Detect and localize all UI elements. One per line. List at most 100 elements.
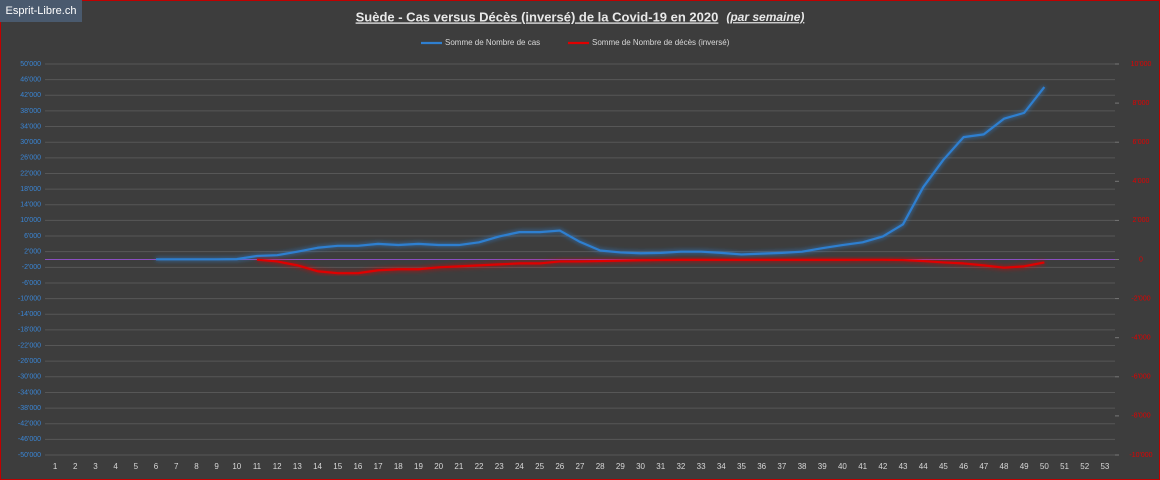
x-tick-label: 51 — [1060, 462, 1069, 471]
x-tick-label: 37 — [777, 462, 786, 471]
x-tick-label: 41 — [858, 462, 867, 471]
x-tick-label: 49 — [1020, 462, 1029, 471]
y-tick-label: -34'000 — [18, 389, 41, 396]
y-tick-label: 26'000 — [20, 155, 41, 162]
y-tick-label: 50'000 — [20, 61, 41, 68]
y-tick-label: -10'000 — [18, 295, 41, 302]
x-tick-label: 15 — [333, 462, 342, 471]
x-tick-label: 40 — [838, 462, 847, 471]
x-tick-label: 10 — [232, 462, 241, 471]
x-tick-label: 33 — [697, 462, 706, 471]
x-tick-label: 5 — [134, 462, 139, 471]
x-tick-label: 43 — [899, 462, 908, 471]
x-tick-label: 25 — [535, 462, 544, 471]
x-tick-label: 19 — [414, 462, 423, 471]
series-line — [156, 86, 1046, 261]
y-tick-label: 2'000 — [24, 249, 41, 256]
y2-tick-label: 6'000 — [1133, 139, 1150, 146]
y2-tick-label: -4'000 — [1131, 335, 1150, 342]
x-tick-label: 9 — [214, 462, 219, 471]
y-tick-label: 14'000 — [20, 202, 41, 209]
x-tick-label: 46 — [959, 462, 968, 471]
x-tick-label: 32 — [676, 462, 685, 471]
y2-tick-label: 8'000 — [1133, 100, 1150, 107]
x-tick-label: 45 — [939, 462, 948, 471]
x-tick-label: 29 — [616, 462, 625, 471]
x-tick-label: 31 — [656, 462, 665, 471]
x-tick-label: 14 — [313, 462, 322, 471]
x-tick-label: 13 — [293, 462, 302, 471]
watermark-box — [0, 0, 82, 22]
x-tick-label: 2 — [73, 462, 78, 471]
y-tick-label: 38'000 — [20, 108, 41, 115]
y-tick-label: -22'000 — [18, 342, 41, 349]
x-tick-label: 38 — [798, 462, 807, 471]
x-tick-label: 26 — [555, 462, 564, 471]
y-tick-label: 34'000 — [20, 123, 41, 130]
legend-label: Somme de Nombre de cas — [445, 38, 540, 47]
x-tick-label: 21 — [454, 462, 463, 471]
y-tick-label: -18'000 — [18, 327, 41, 334]
x-tick-label: 11 — [253, 462, 262, 471]
y-tick-label: 30'000 — [20, 139, 41, 146]
x-tick-label: 35 — [737, 462, 746, 471]
x-tick-label: 52 — [1080, 462, 1089, 471]
y2-tick-label: -10'000 — [1129, 452, 1152, 459]
y2-tick-label: 10'000 — [1131, 61, 1152, 68]
x-tick-label: 39 — [818, 462, 827, 471]
watermark: Esprit-Libre.ch — [6, 5, 77, 17]
x-tick-label: 16 — [353, 462, 362, 471]
y-tick-label: -30'000 — [18, 374, 41, 381]
x-tick-label: 44 — [919, 462, 928, 471]
y-tick-label: -42'000 — [18, 421, 41, 428]
x-tick-label: 1 — [53, 462, 58, 471]
x-tick-label: 53 — [1100, 462, 1109, 471]
x-tick-label: 4 — [113, 462, 118, 471]
x-tick-label: 47 — [979, 462, 988, 471]
y-tick-label: -38'000 — [18, 405, 41, 412]
x-tick-label: 20 — [434, 462, 443, 471]
x-tick-label: 8 — [194, 462, 199, 471]
x-tick-label: 28 — [596, 462, 605, 471]
series-line — [256, 258, 1045, 275]
y-tick-label: -14'000 — [18, 311, 41, 318]
x-tick-label: 27 — [576, 462, 585, 471]
x-tick-label: 36 — [757, 462, 766, 471]
x-tick-label: 17 — [374, 462, 383, 471]
y2-tick-label: -8'000 — [1131, 413, 1150, 420]
y2-tick-label: 2'000 — [1133, 217, 1150, 224]
y-tick-label: 10'000 — [20, 217, 41, 224]
y-tick-label: -6'000 — [22, 280, 41, 287]
x-tick-label: 3 — [93, 462, 98, 471]
x-tick-label: 23 — [495, 462, 504, 471]
x-tick-label: 12 — [273, 462, 282, 471]
x-tick-label: 7 — [174, 462, 179, 471]
y-tick-label: 22'000 — [20, 170, 41, 177]
chart-title: Suède - Cas versus Décès (inversé) de la… — [356, 9, 719, 24]
x-tick-label: 24 — [515, 462, 524, 471]
y2-tick-label: -6'000 — [1131, 374, 1150, 381]
x-tick-label: 6 — [154, 462, 159, 471]
y2-tick-label: 0 — [1139, 256, 1143, 263]
x-tick-label: 48 — [1000, 462, 1009, 471]
x-tick-label: 50 — [1040, 462, 1049, 471]
y2-tick-label: 4'000 — [1133, 178, 1150, 185]
y-tick-label: -2'000 — [22, 264, 41, 271]
x-tick-label: 34 — [717, 462, 726, 471]
chart-subtitle: (par semaine) — [726, 10, 804, 24]
y-tick-label: 18'000 — [20, 186, 41, 193]
y-tick-label: -26'000 — [18, 358, 41, 365]
y-tick-label: 42'000 — [20, 92, 41, 99]
y-tick-label: -46'000 — [18, 436, 41, 443]
x-tick-label: 22 — [475, 462, 484, 471]
x-tick-label: 18 — [394, 462, 403, 471]
x-tick-label: 30 — [636, 462, 645, 471]
x-tick-label: 42 — [878, 462, 887, 471]
y2-tick-label: -2'000 — [1131, 295, 1150, 302]
legend-label: Somme de Nombre de décès (inversé) — [592, 38, 730, 47]
y-tick-label: -50'000 — [18, 452, 41, 459]
y-tick-label: 46'000 — [20, 76, 41, 83]
